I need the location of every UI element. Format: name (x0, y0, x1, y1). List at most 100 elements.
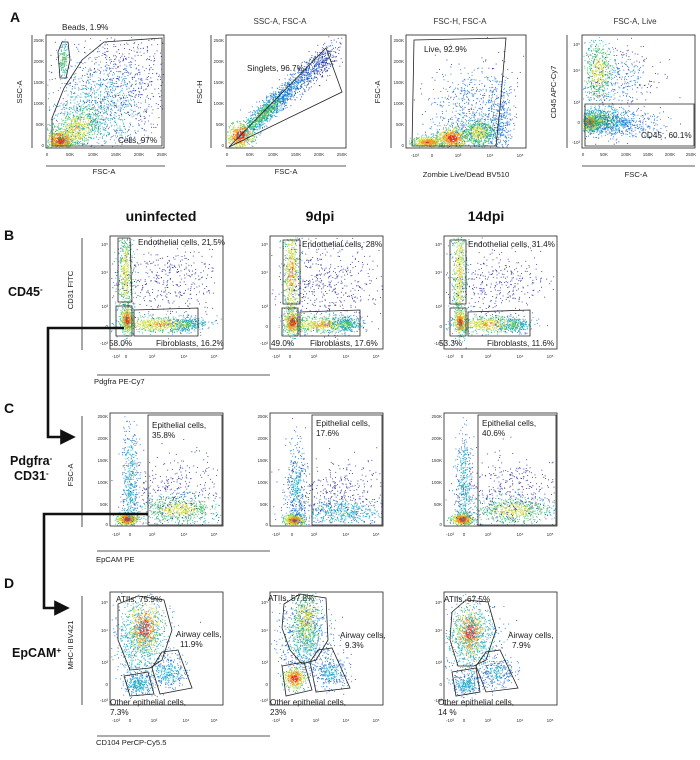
event-dot (229, 142, 230, 143)
event-dot (64, 57, 66, 59)
event-dot (243, 142, 245, 144)
event-dot (303, 72, 305, 74)
event-dot (247, 123, 249, 124)
event-dot (236, 135, 238, 137)
event-dot (153, 39, 155, 41)
event-dot (107, 98, 109, 99)
event-dot (58, 89, 59, 91)
event-dot (272, 99, 274, 100)
event-dot (85, 126, 87, 127)
event-dot (65, 129, 66, 131)
event-dot (48, 106, 50, 108)
event-dot (313, 83, 315, 85)
event-dot (66, 115, 68, 117)
event-dot (88, 127, 89, 129)
event-dot (64, 56, 66, 58)
event-dot (115, 64, 117, 66)
event-dot (90, 146, 92, 147)
event-dot (244, 127, 246, 128)
event-dot (233, 139, 235, 141)
event-dot (107, 92, 108, 94)
event-dot (239, 124, 241, 126)
event-dot (78, 89, 80, 91)
event-dot (259, 110, 261, 111)
event-dot (72, 112, 74, 114)
event-dot (157, 108, 159, 109)
event-dot (269, 92, 271, 94)
event-dot (275, 104, 277, 106)
event-dot (88, 128, 90, 130)
event-dot (56, 143, 58, 144)
event-dot (107, 74, 109, 76)
event-dot (289, 89, 290, 90)
event-dot (64, 144, 66, 146)
event-dot (122, 137, 124, 139)
event-dot (90, 125, 91, 127)
event-dot (66, 137, 68, 138)
event-dot (290, 98, 292, 100)
event-dot (239, 130, 241, 131)
event-dot (106, 125, 108, 127)
event-dot (65, 130, 66, 132)
event-dot (66, 125, 68, 127)
event-dot (88, 131, 90, 133)
event-dot (58, 113, 59, 115)
event-dot (131, 84, 133, 86)
event-dot (317, 44, 319, 46)
event-dot (100, 128, 101, 130)
event-dot (271, 101, 273, 103)
event-dot (243, 126, 245, 128)
event-dot (325, 65, 327, 67)
event-dot (321, 55, 323, 57)
event-dot (136, 103, 138, 105)
event-dot (99, 84, 101, 86)
event-dot (313, 58, 315, 60)
event-dot (63, 60, 65, 62)
event-dot (95, 127, 97, 129)
event-dot (257, 121, 259, 122)
event-dot (77, 134, 79, 136)
event-dot (95, 111, 97, 113)
event-dot (243, 145, 245, 147)
event-dot (236, 136, 238, 138)
event-dot (258, 108, 260, 110)
event-dot (148, 64, 150, 66)
event-dot (68, 140, 70, 142)
event-dot (261, 106, 263, 108)
event-dot (74, 120, 76, 122)
event-dot (146, 77, 148, 78)
event-dot (304, 74, 306, 76)
event-dot (110, 109, 112, 110)
event-dot (255, 121, 257, 123)
event-dot (66, 46, 68, 48)
event-dot (160, 136, 162, 138)
event-dot (55, 138, 57, 139)
event-dot (74, 119, 76, 121)
event-dot (230, 134, 232, 136)
event-dot (283, 106, 285, 107)
event-dot (158, 74, 160, 76)
event-dot (270, 115, 272, 117)
event-dot (54, 133, 55, 134)
event-dot (81, 113, 83, 115)
event-dot (80, 118, 82, 119)
event-dot (142, 66, 144, 68)
event-dot (283, 94, 285, 96)
event-dot (244, 135, 245, 137)
event-dot (61, 141, 63, 142)
event-dot (106, 38, 108, 40)
event-dot (266, 115, 268, 117)
event-dot (246, 120, 247, 122)
event-dot (70, 59, 72, 61)
event-dot (259, 134, 261, 136)
event-dot (321, 47, 323, 49)
event-dot (63, 63, 64, 65)
event-dot (144, 70, 145, 72)
event-dot (64, 46, 66, 48)
event-dot (239, 140, 241, 141)
event-dot (295, 77, 297, 79)
event-dot (255, 122, 256, 124)
event-dot (73, 116, 75, 118)
event-dot (271, 116, 273, 117)
event-dot (106, 70, 108, 72)
